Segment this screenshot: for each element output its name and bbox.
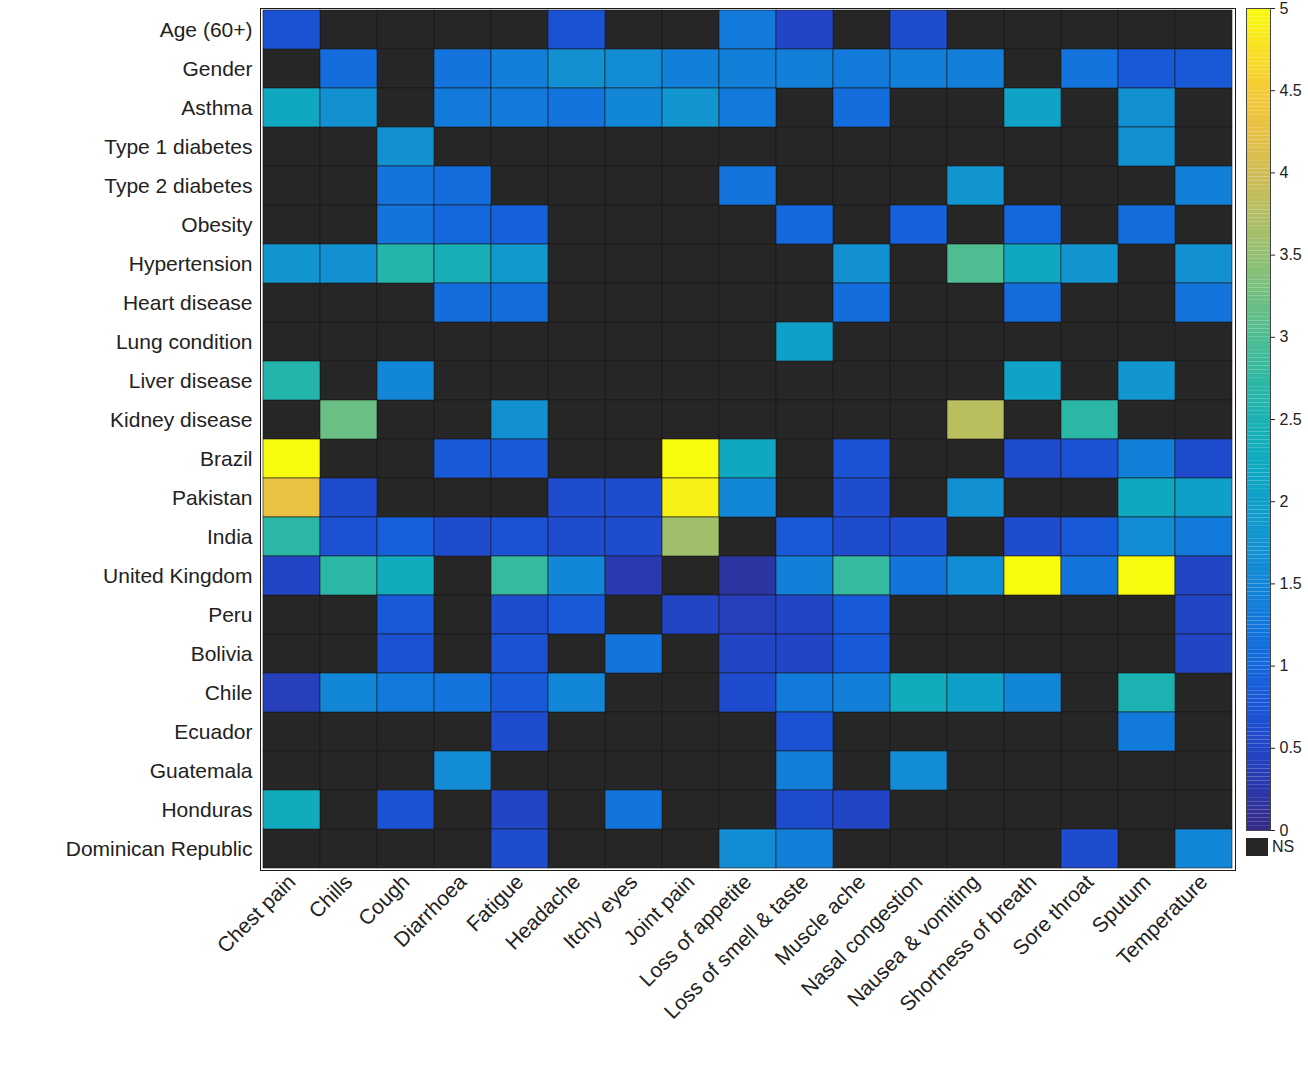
svg-text:Ecuador: Ecuador [174,720,252,743]
svg-text:2.5: 2.5 [1280,411,1302,428]
svg-text:Lung condition: Lung condition [116,330,253,353]
svg-text:Dominican Republic: Dominican Republic [66,837,253,860]
svg-text:Hypertension: Hypertension [129,252,253,275]
svg-text:Temperature: Temperature [1112,870,1212,970]
svg-text:3.5: 3.5 [1280,246,1302,263]
svg-text:India: India [207,525,253,548]
svg-text:Peru: Peru [208,603,252,626]
svg-text:Chest pain: Chest pain [212,870,299,957]
svg-text:Brazil: Brazil [200,447,253,470]
svg-text:1: 1 [1280,657,1289,674]
svg-text:Age (60+): Age (60+) [160,18,253,41]
svg-text:Gender: Gender [182,57,252,80]
svg-text:Kidney disease: Kidney disease [110,408,252,431]
svg-text:Joint pain: Joint pain [618,869,699,950]
svg-text:Nasal congestion: Nasal congestion [796,869,927,1000]
svg-text:Honduras: Honduras [161,798,252,821]
svg-text:Sputum: Sputum [1087,869,1155,938]
svg-text:4: 4 [1280,164,1289,181]
svg-text:Heart disease: Heart disease [123,291,253,314]
svg-text:1.5: 1.5 [1280,575,1302,592]
svg-text:Loss of smell & taste: Loss of smell & taste [659,869,813,1024]
svg-text:Itchy eyes: Itchy eyes [558,869,642,953]
svg-text:Nausea & vomiting: Nausea & vomiting [842,869,984,1011]
html-text:NS: NS [1272,838,1295,855]
svg-text:0: 0 [1280,822,1289,839]
svg-text:Liver disease: Liver disease [129,369,253,392]
svg-text:Sore throat: Sore throat [1008,870,1098,960]
svg-text:Loss of appetite: Loss of appetite [634,869,756,991]
svg-text:Type 1 diabetes: Type 1 diabetes [104,135,252,158]
svg-text:2: 2 [1280,493,1289,510]
svg-text:Chile: Chile [205,681,253,704]
svg-text:Obesity: Obesity [181,213,253,236]
svg-text:0.5: 0.5 [1280,739,1302,756]
svg-text:Pakistan: Pakistan [172,486,253,509]
svg-text:Fatigue: Fatigue [461,869,528,936]
svg-text:Guatemala: Guatemala [150,759,253,782]
svg-text:5: 5 [1280,0,1289,17]
svg-text:Headache: Headache [500,869,585,954]
svg-text:Cough: Cough [353,869,414,930]
svg-text:Diarrhoea: Diarrhoea [389,870,471,952]
svg-text:Bolivia: Bolivia [191,642,253,665]
svg-text:Chills: Chills [304,870,357,923]
svg-text:3: 3 [1280,328,1289,345]
svg-text:Asthma: Asthma [181,96,253,119]
svg-text:Shortness of breath: Shortness of breath [894,869,1041,1016]
svg-text:United Kingdom: United Kingdom [103,564,252,587]
svg-text:Muscle ache: Muscle ache [770,869,870,970]
svg-text:Type 2 diabetes: Type 2 diabetes [104,174,252,197]
svg-text:4.5: 4.5 [1280,82,1302,99]
